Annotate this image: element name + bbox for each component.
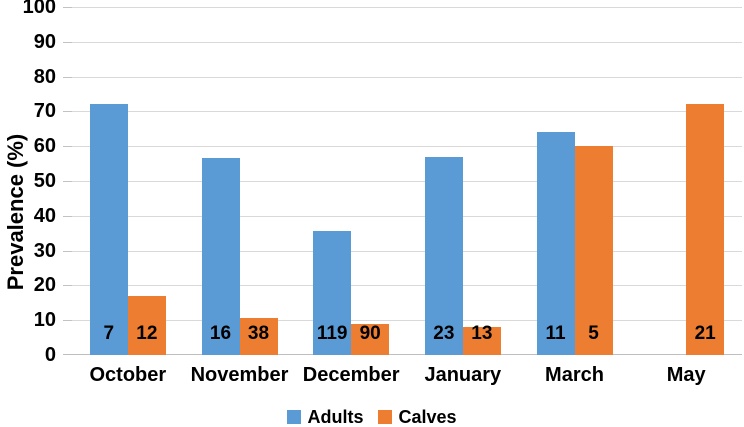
bar-value-label-calves-october: 12 — [136, 323, 158, 344]
gridline-60 — [72, 146, 742, 148]
legend-item-calves: Calves — [378, 407, 457, 427]
gridline-80 — [72, 76, 742, 78]
x-axis-line — [63, 354, 742, 355]
bar-group-november: 16 38 — [184, 7, 296, 355]
y-axis-tick-70 — [63, 111, 72, 113]
x-category-label-january: January — [424, 364, 502, 386]
y-axis-tick-60 — [63, 146, 72, 148]
y-tick-label-10: 10 — [33, 309, 56, 332]
bar-adults-march: 11 — [536, 132, 575, 355]
bar-group-december: 119 90 — [295, 7, 407, 355]
bar-calves-october: 12 — [127, 295, 166, 355]
bar-calves-may: 21 — [686, 104, 725, 355]
legend-swatch-calves — [378, 410, 393, 424]
legend-item-adults: Adults — [287, 407, 363, 427]
y-axis-tick-20 — [63, 285, 72, 287]
bar-adults-october: 7 — [89, 104, 128, 355]
y-axis-tick-50 — [63, 181, 72, 182]
bar-adults-january: 23 — [424, 156, 463, 355]
gridline-50 — [72, 181, 742, 182]
y-tick-label-50: 50 — [33, 170, 56, 192]
bar-value-label-adults-october: 7 — [103, 323, 115, 344]
y-axis-tick-30 — [63, 250, 72, 252]
bar-calves-november: 38 — [239, 318, 278, 355]
bar-calves-december: 90 — [351, 323, 390, 355]
bar-value-label-calves-january: 13 — [471, 323, 493, 344]
y-axis-tick-80 — [63, 76, 72, 78]
legend: Adults Calves — [0, 407, 744, 427]
x-category-label-may: May — [666, 364, 706, 386]
bar-value-label-calves-november: 38 — [247, 323, 270, 344]
x-category-label-november: November — [190, 364, 289, 386]
x-category-label-march: March — [545, 364, 604, 386]
bar-value-label-adults-january: 23 — [433, 323, 455, 344]
y-axis-tick-90 — [63, 41, 72, 43]
bar-calves-january: 13 — [462, 323, 501, 355]
bar-group-may: 21 — [630, 7, 742, 355]
x-category-label-december: December — [302, 364, 400, 386]
y-tick-label-90: 90 — [33, 30, 56, 53]
bar-calves-march: 5 — [574, 146, 613, 355]
plot-area: 7 12 16 38 119 90 23 13 11 5 21 — [63, 7, 742, 355]
y-axis-tick-10 — [63, 320, 72, 322]
y-axis-tick-40 — [63, 215, 72, 217]
y-tick-label-100: 100 — [22, 0, 56, 18]
bar-value-label-calves-december: 90 — [359, 323, 381, 344]
bar-group-march: 11 5 — [519, 7, 631, 355]
bar-value-label-adults-december: 119 — [316, 323, 348, 344]
gridline-10 — [72, 320, 742, 322]
y-tick-label-30: 30 — [33, 239, 56, 262]
y-tick-label-20: 20 — [33, 274, 56, 297]
bar-adults-december: 119 — [313, 231, 352, 355]
y-tick-label-70: 70 — [33, 100, 56, 123]
bar-value-label-adults-november: 16 — [209, 323, 232, 344]
y-tick-label-80: 80 — [33, 65, 56, 88]
bar-adults-november: 16 — [201, 158, 240, 355]
gridline-70 — [72, 111, 742, 113]
bar-value-label-calves-march: 5 — [588, 323, 599, 344]
bar-value-label-adults-march: 11 — [545, 323, 566, 344]
y-tick-label-60: 60 — [33, 135, 56, 158]
y-axis-tick-100 — [63, 7, 72, 8]
legend-swatch-adults — [287, 410, 302, 424]
gridline-40 — [72, 215, 742, 217]
y-tick-label-0: 0 — [44, 344, 56, 366]
gridline-20 — [72, 285, 742, 287]
bar-value-label-calves-may: 21 — [694, 323, 716, 344]
gridline-30 — [72, 250, 742, 252]
bar-groups: 7 12 16 38 119 90 23 13 11 5 21 — [72, 7, 742, 355]
legend-label-calves: Calves — [398, 407, 457, 427]
x-category-label-october: October — [89, 364, 167, 386]
y-tick-label-40: 40 — [33, 204, 56, 227]
bar-group-october: 7 12 — [72, 7, 184, 355]
gridline-100 — [72, 7, 742, 8]
bar-group-january: 23 13 — [407, 7, 519, 355]
legend-label-adults: Adults — [307, 407, 364, 427]
gridline-90 — [72, 41, 742, 43]
